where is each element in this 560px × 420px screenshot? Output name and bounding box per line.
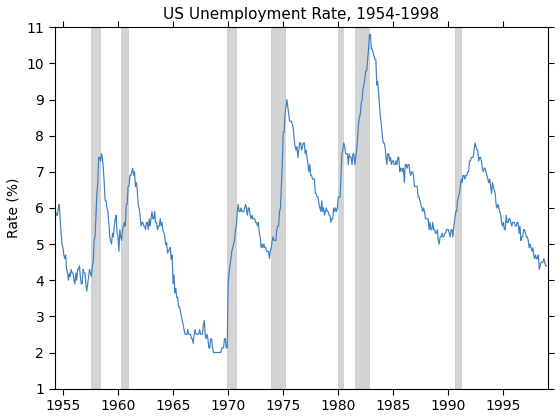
Bar: [271, 27, 286, 389]
Y-axis label: Rate (%): Rate (%): [7, 178, 21, 238]
Bar: [91, 27, 101, 389]
Bar: [355, 27, 370, 389]
Bar: [338, 27, 344, 389]
Bar: [227, 27, 237, 389]
Bar: [455, 27, 462, 389]
Bar: [121, 27, 129, 389]
Title: US Unemployment Rate, 1954-1998: US Unemployment Rate, 1954-1998: [163, 7, 439, 22]
